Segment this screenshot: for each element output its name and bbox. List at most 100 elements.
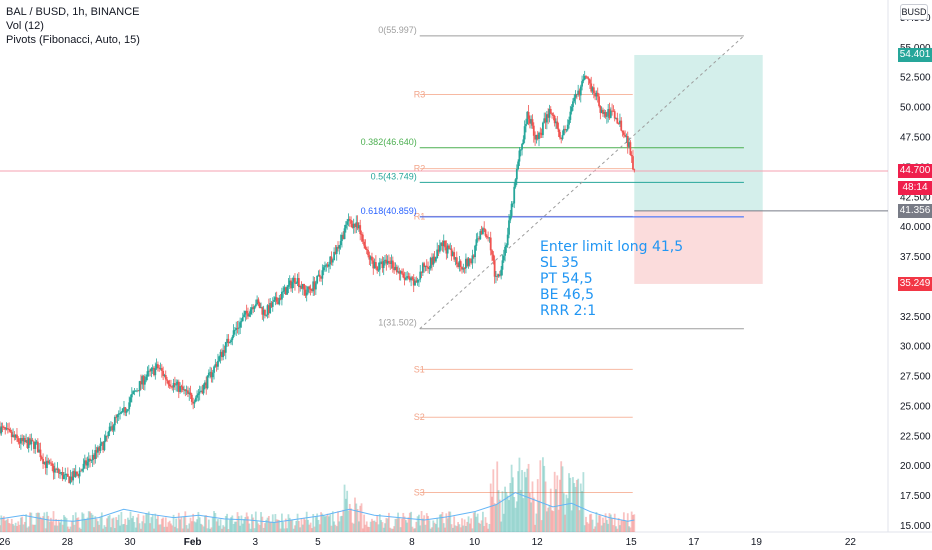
volume-bar	[425, 513, 428, 532]
candle-body	[632, 156, 634, 170]
volume-bar	[291, 519, 294, 532]
trade-annotation[interactable]: Enter limit long 41,5 SL 35 PT 54,5 BE 4…	[540, 239, 683, 319]
candle-body	[23, 438, 26, 443]
volume-bar	[415, 521, 418, 532]
candle-body	[331, 260, 334, 263]
volume-bar	[107, 516, 110, 532]
candle-body	[158, 367, 161, 369]
volume-bar	[446, 518, 449, 532]
volume-bar	[81, 512, 84, 532]
candle-body	[210, 371, 213, 378]
y-tick-label: 50.000	[900, 103, 931, 114]
volume-bar	[210, 527, 213, 532]
candle-body	[526, 111, 529, 125]
volume-bar	[330, 525, 333, 532]
pivots-legend[interactable]: Pivots (Fibonacci, Auto, 15)	[6, 34, 140, 46]
candle-body	[500, 269, 503, 276]
candle-body	[129, 397, 132, 403]
candle-body	[589, 79, 591, 84]
volume-bar	[561, 466, 564, 532]
volume-bar	[534, 524, 536, 532]
volume-bar	[431, 527, 433, 532]
volume-bar	[442, 523, 445, 532]
volume-bar	[119, 525, 121, 532]
candle-body	[31, 439, 34, 442]
candle-body	[619, 120, 621, 124]
candle-body	[505, 245, 508, 247]
candle-body	[140, 381, 142, 385]
volume-bar	[294, 525, 296, 532]
volume-bar	[589, 514, 591, 532]
volume-legend[interactable]: Vol (12)	[6, 20, 44, 32]
candle-body	[55, 468, 58, 470]
currency-unit-badge[interactable]: BUSD	[900, 4, 928, 20]
candle-body	[253, 306, 256, 310]
volume-bar	[159, 524, 162, 532]
candle-body	[397, 271, 399, 273]
volume-bar	[5, 519, 8, 532]
candle-body	[282, 291, 285, 293]
candle-body	[57, 468, 60, 474]
candle-body	[100, 442, 103, 444]
volume-bar	[504, 486, 506, 532]
volume-bar	[562, 493, 565, 532]
volume-bar	[3, 516, 5, 532]
volume-bar	[55, 518, 58, 532]
y-tick-label: 52.500	[900, 73, 931, 84]
volume-bar	[378, 514, 381, 532]
volume-bar	[453, 516, 456, 532]
candle-body	[602, 109, 604, 114]
candle-body	[570, 107, 573, 112]
volume-bar	[629, 527, 632, 532]
candle-body	[359, 225, 362, 235]
volume-bar	[535, 513, 538, 532]
candle-body	[582, 79, 585, 82]
volume-bar	[316, 513, 319, 532]
volume-bar	[177, 512, 180, 532]
volume-bar	[391, 528, 394, 532]
candle-body	[256, 299, 259, 305]
volume-bar	[218, 525, 221, 532]
volume-bar	[121, 524, 124, 532]
candle-body	[6, 428, 9, 429]
pivot-label-s1: S1	[414, 364, 425, 374]
candle-body	[440, 242, 443, 246]
volume-bar	[40, 518, 43, 532]
candle-body	[283, 287, 286, 292]
candle-body	[393, 268, 396, 271]
volume-bar	[519, 489, 522, 532]
x-tick-label: 3	[252, 537, 258, 548]
candle-body	[365, 248, 368, 250]
volume-bar	[230, 517, 232, 532]
volume-bar	[168, 520, 171, 532]
candle-body	[471, 255, 474, 264]
volume-bar	[136, 517, 138, 532]
candle-body	[86, 461, 89, 466]
candle-body	[564, 128, 567, 131]
candle-body	[232, 330, 235, 337]
candle-body	[252, 307, 255, 310]
candle-body	[585, 76, 587, 78]
volume-bar	[309, 522, 312, 532]
symbol-legend[interactable]: BAL / BUSD, 1h, BINANCE	[6, 6, 140, 18]
volume-bar	[57, 519, 60, 532]
volume-bar	[312, 513, 315, 532]
volume-bar	[287, 514, 290, 532]
candle-body	[286, 286, 289, 295]
volume-bar	[275, 519, 278, 532]
volume-bar	[149, 523, 151, 532]
candle-body	[38, 449, 41, 453]
candle-body	[377, 269, 380, 271]
volume-bar	[435, 524, 437, 532]
candle-body	[8, 428, 11, 430]
volume-bar	[288, 517, 291, 532]
volume-bar	[124, 518, 127, 532]
volume-bar	[596, 522, 599, 532]
volume-bar	[89, 511, 91, 532]
y-tick-label: 25.000	[900, 401, 931, 412]
candle-body	[539, 132, 542, 134]
candle-body	[13, 434, 16, 438]
volume-bar	[573, 483, 576, 532]
volume-bar	[578, 510, 581, 532]
